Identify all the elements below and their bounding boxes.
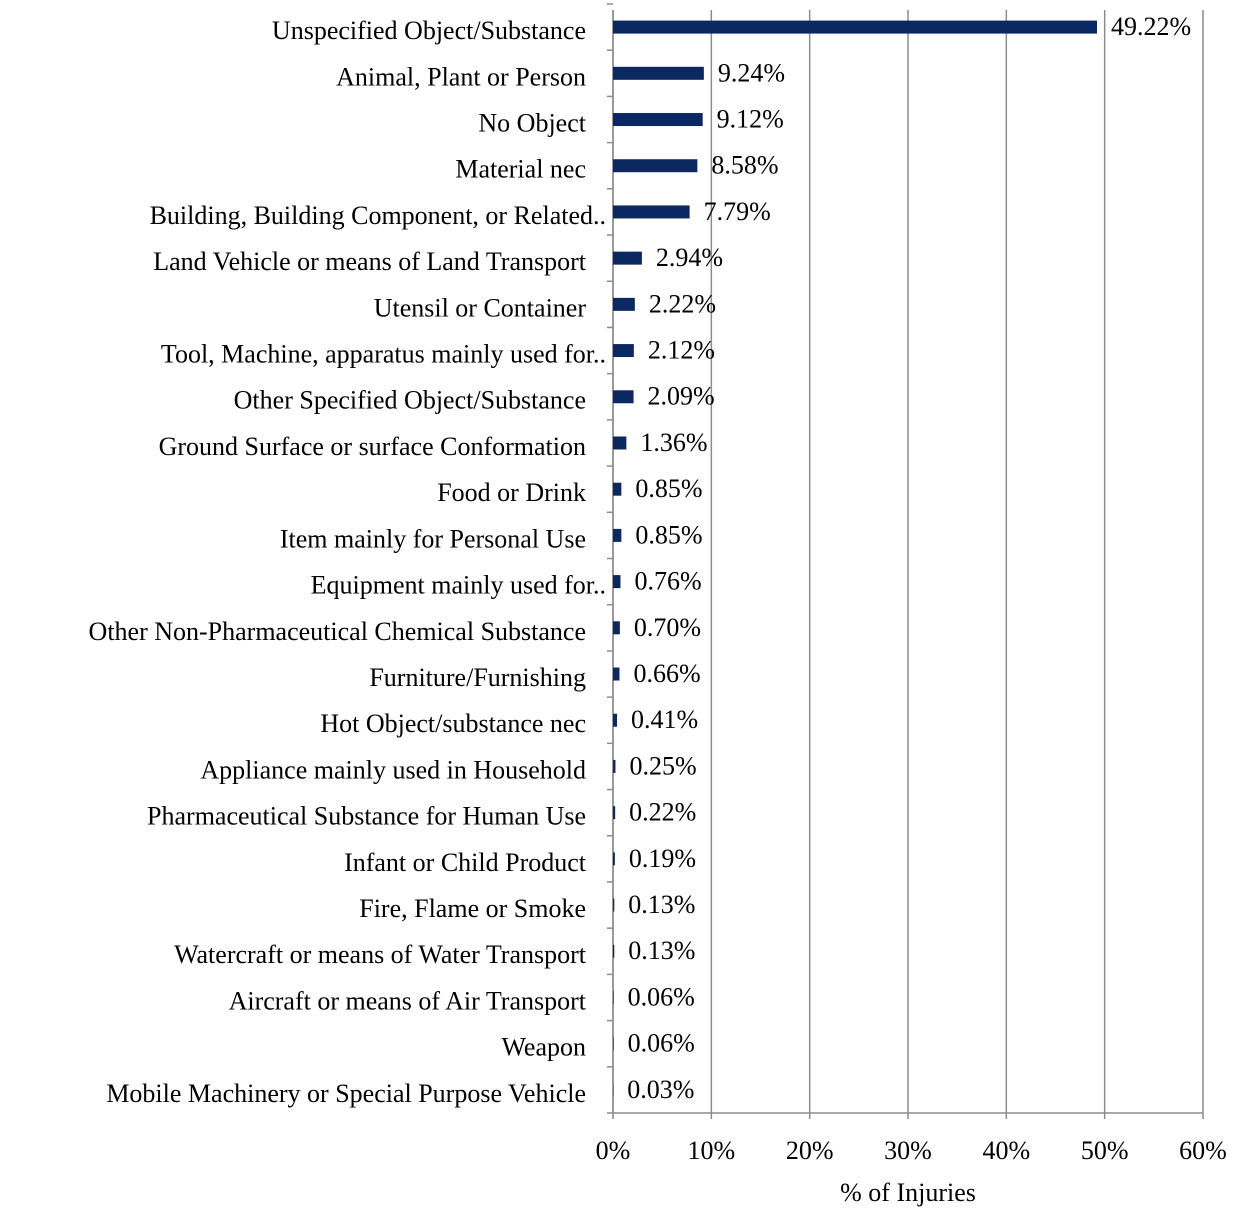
bar xyxy=(613,528,622,542)
y-tick-label: Furniture/Furnishing xyxy=(369,663,586,692)
bar xyxy=(613,713,618,727)
bar xyxy=(613,20,1097,34)
x-tick-label: 30% xyxy=(884,1136,932,1165)
y-tick-label: Equipment mainly used for.. xyxy=(311,571,606,600)
value-label: 2.09% xyxy=(648,382,715,411)
value-label: 0.19% xyxy=(629,844,696,873)
x-tick-label: 20% xyxy=(786,1136,834,1165)
bar xyxy=(613,759,616,773)
bar xyxy=(613,806,616,820)
y-tick-label: Building, Building Component, or Related… xyxy=(150,201,606,230)
y-tick-label: Weapon xyxy=(501,1033,586,1062)
value-label: 0.13% xyxy=(628,936,695,965)
y-tick-label: Infant or Child Product xyxy=(344,848,587,877)
y-tick-label: Item mainly for Personal Use xyxy=(280,524,586,553)
y-tick-label: Hot Object/substance nec xyxy=(320,709,586,738)
y-tick-label: Utensil or Container xyxy=(374,293,587,322)
bar xyxy=(613,297,635,311)
bar xyxy=(613,436,627,450)
x-tick-label: 0% xyxy=(596,1136,631,1165)
y-tick-label: Unspecified Object/Substance xyxy=(272,16,586,45)
value-label: 0.25% xyxy=(629,751,696,780)
value-label: 7.79% xyxy=(704,197,771,226)
bar xyxy=(613,621,620,635)
bar xyxy=(613,205,690,219)
bar xyxy=(613,113,703,127)
value-label: 0.85% xyxy=(635,474,702,503)
y-tick-label: Food or Drink xyxy=(437,478,586,507)
value-label: 0.13% xyxy=(628,890,695,919)
value-label: 0.85% xyxy=(635,520,702,549)
value-label: 0.76% xyxy=(634,567,701,596)
y-tick-label: Ground Surface or surface Conformation xyxy=(159,432,586,461)
y-tick-label: Other Non-Pharmaceutical Chemical Substa… xyxy=(89,617,586,646)
value-label: 0.06% xyxy=(628,1029,695,1058)
y-tick-label: Watercraft or means of Water Transport xyxy=(174,940,587,969)
x-tick-label: 60% xyxy=(1179,1136,1227,1165)
value-label: 8.58% xyxy=(711,151,778,180)
bar xyxy=(613,159,698,173)
x-tick-label: 50% xyxy=(1081,1136,1129,1165)
bar xyxy=(613,575,621,589)
value-label: 2.12% xyxy=(648,336,715,365)
y-tick-label: Aircraft or means of Air Transport xyxy=(229,986,587,1015)
x-axis-title: % of Injuries xyxy=(840,1178,976,1207)
y-tick-label: Material nec xyxy=(455,155,586,184)
value-label: 2.94% xyxy=(656,243,723,272)
value-label: 0.22% xyxy=(629,798,696,827)
value-label: 0.03% xyxy=(627,1075,694,1104)
x-tick-label: 40% xyxy=(982,1136,1030,1165)
value-label: 49.22% xyxy=(1111,12,1191,41)
bar xyxy=(613,390,634,404)
bar xyxy=(613,852,615,866)
y-tick-label: Appliance mainly used in Household xyxy=(200,755,586,784)
y-tick-label: Land Vehicle or means of Land Transport xyxy=(153,247,587,276)
bar xyxy=(613,944,615,958)
bar xyxy=(613,990,614,1004)
value-label: 0.66% xyxy=(633,659,700,688)
bar xyxy=(613,344,634,358)
y-tick-label: Tool, Machine, apparatus mainly used for… xyxy=(161,340,606,369)
y-tick-label: Animal, Plant or Person xyxy=(336,62,586,91)
value-label: 9.24% xyxy=(718,58,785,87)
value-label: 2.22% xyxy=(649,289,716,318)
y-tick-label: Mobile Machinery or Special Purpose Vehi… xyxy=(106,1079,586,1108)
value-label: 0.06% xyxy=(628,982,695,1011)
bar xyxy=(613,667,620,681)
y-tick-label: Pharmaceutical Substance for Human Use xyxy=(147,802,586,831)
bar xyxy=(613,66,704,80)
y-tick-label: No Object xyxy=(478,108,586,137)
y-tick-label: Other Specified Object/Substance xyxy=(234,386,586,415)
x-tick-label: 10% xyxy=(687,1136,735,1165)
bar xyxy=(613,482,622,496)
bar xyxy=(613,898,615,912)
bar xyxy=(613,1037,614,1051)
value-label: 9.12% xyxy=(717,104,784,133)
bar xyxy=(613,251,642,265)
value-label: 1.36% xyxy=(640,428,707,457)
y-tick-label: Fire, Flame or Smoke xyxy=(359,894,586,923)
value-label: 0.41% xyxy=(631,705,698,734)
value-label: 0.70% xyxy=(634,613,701,642)
